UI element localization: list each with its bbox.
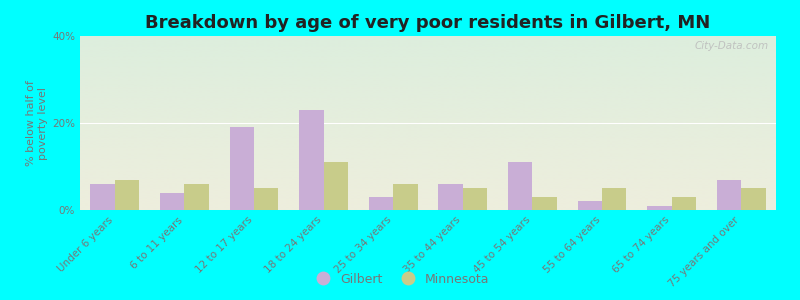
Bar bbox=[742, 188, 766, 210]
Bar bbox=[463, 188, 487, 210]
Bar bbox=[299, 110, 324, 210]
Bar bbox=[647, 206, 672, 210]
Bar bbox=[717, 179, 741, 210]
Bar bbox=[578, 201, 602, 210]
Legend: Gilbert, Minnesota: Gilbert, Minnesota bbox=[306, 268, 494, 291]
Bar bbox=[369, 197, 394, 210]
Title: Breakdown by age of very poor residents in Gilbert, MN: Breakdown by age of very poor residents … bbox=[146, 14, 710, 32]
Bar bbox=[160, 193, 185, 210]
Bar bbox=[254, 188, 278, 210]
Bar bbox=[508, 162, 533, 210]
Bar bbox=[438, 184, 462, 210]
Bar bbox=[533, 197, 557, 210]
Bar bbox=[90, 184, 115, 210]
Y-axis label: % below half of
poverty level: % below half of poverty level bbox=[26, 80, 48, 166]
Bar bbox=[602, 188, 626, 210]
Bar bbox=[185, 184, 209, 210]
Bar bbox=[672, 197, 696, 210]
Bar bbox=[115, 179, 139, 210]
Bar bbox=[394, 184, 418, 210]
Text: City-Data.com: City-Data.com bbox=[695, 41, 769, 51]
Bar bbox=[323, 162, 348, 210]
Bar bbox=[230, 127, 254, 210]
